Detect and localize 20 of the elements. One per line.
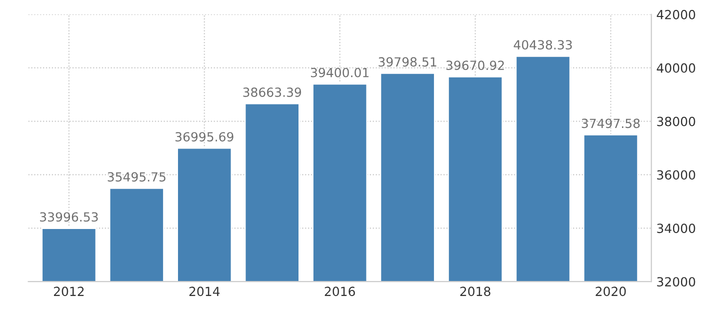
data-label: 33996.53 — [40, 212, 98, 222]
x-tick-label: 2016 — [324, 286, 355, 296]
y-tick-label: 36000 — [657, 170, 696, 180]
data-label: 35495.75 — [108, 172, 166, 182]
data-label: 40438.33 — [514, 40, 572, 50]
x-tick-label: 2020 — [596, 286, 626, 296]
x-tick-label: 2012 — [54, 286, 84, 296]
y-tick-label: 40000 — [656, 63, 696, 73]
y-tick-label: 38000 — [657, 116, 696, 126]
x-tick-label: 2018 — [460, 286, 490, 296]
y-tick-label: 34000 — [657, 224, 696, 234]
x-tick-label: 2014 — [189, 286, 220, 296]
y-tick-label: 32000 — [657, 277, 696, 287]
data-label: 37497.58 — [582, 118, 640, 128]
data-label: 38663.39 — [243, 88, 302, 97]
data-label: 39798.51 — [378, 57, 436, 67]
y-tick-label: 42000 — [656, 10, 696, 20]
data-label: 36995.69 — [176, 132, 234, 142]
data-label: 39400.01 — [310, 68, 369, 78]
data-label: 39670.92 — [446, 60, 504, 70]
